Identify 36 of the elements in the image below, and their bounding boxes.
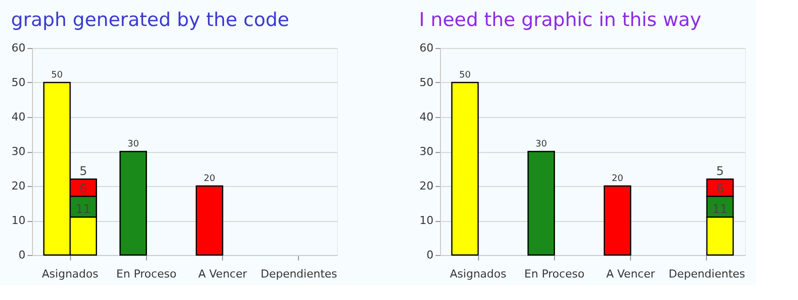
y-tick-label: 50: [12, 76, 26, 89]
data-label: 5: [79, 164, 88, 178]
y-tick-label: 10: [420, 214, 434, 227]
y-tick-label: 60: [12, 42, 26, 54]
y-tick-label: 0: [18, 248, 26, 262]
x-tick-label: Asignados: [42, 268, 99, 280]
data-label: 11: [712, 202, 728, 216]
data-label: 20: [204, 174, 216, 184]
x-tick-label: A Vencer: [198, 268, 248, 280]
chart-title: graph generated by the code: [11, 9, 290, 31]
y-tick-label: 0: [426, 248, 434, 262]
data-label: 5: [716, 164, 724, 178]
x-tick-label: En Proceso: [524, 268, 585, 280]
y-tick-label: 20: [420, 180, 434, 192]
x-tick-label: Dependientes: [260, 268, 338, 280]
y-tick-label: 40: [12, 110, 26, 124]
y-tick-label: 20: [12, 180, 26, 192]
y-tick-label: 60: [420, 42, 434, 54]
data-label: 6: [79, 181, 88, 196]
y-tick-label: 30: [12, 145, 26, 158]
x-tick-label: En Proceso: [116, 268, 177, 280]
data-label: 20: [612, 174, 624, 184]
data-label: 30: [536, 140, 548, 150]
y-tick-label: 30: [420, 145, 434, 158]
data-label: 11: [76, 202, 91, 216]
x-tick-label: A Vencer: [606, 268, 656, 280]
data-label: 50: [51, 70, 63, 80]
data-label: 30: [128, 140, 140, 150]
x-tick-label: Dependientes: [668, 268, 746, 280]
y-tick-label: 40: [420, 110, 434, 124]
chart-title: I need the graphic in this way: [419, 9, 702, 31]
x-tick-label: Asignados: [450, 268, 507, 280]
y-tick-label: 50: [420, 76, 434, 89]
data-label: 50: [459, 70, 471, 80]
data-label: 6: [716, 181, 724, 196]
y-tick-label: 10: [12, 214, 26, 227]
